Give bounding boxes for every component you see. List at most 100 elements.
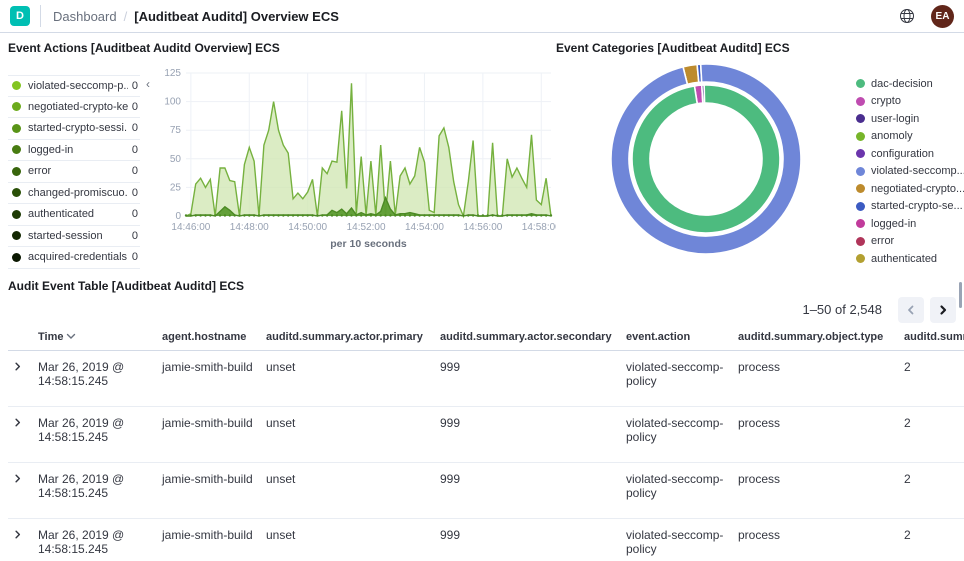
table-cell-action: violated-seccomp-policy	[622, 518, 734, 561]
row-expand-button[interactable]	[12, 472, 23, 487]
series-marker-dot	[491, 214, 494, 217]
legend-item[interactable]: authenticated 0	[8, 204, 140, 226]
table-header-event-action[interactable]: event.action	[622, 326, 734, 351]
table-cell-time: Mar 26, 2019 @ 14:58:15.245	[34, 350, 158, 407]
event-actions-area-chart[interactable]: 0 25 50 75 100 125 14:46:00 14:48:00 14:50:00 14:…	[156, 63, 556, 255]
legend-color-dot	[856, 184, 865, 194]
table-header-auditd-summary-actor-primary[interactable]: auditd.summary.actor.primary	[262, 326, 436, 351]
legend-item[interactable]: violated-seccomp-p... 0	[8, 75, 140, 97]
series-marker-dot	[428, 214, 431, 217]
table-header-auditd-summary[interactable]: auditd.summary	[900, 326, 964, 351]
series-marker-dot	[457, 214, 460, 217]
series-marker-dot	[394, 214, 397, 217]
legend-item[interactable]: configuration	[856, 145, 964, 163]
legend-item[interactable]: dac-decision	[856, 75, 964, 93]
series-marker-dot	[374, 214, 377, 217]
legend-color-dot	[856, 149, 865, 159]
legend-item[interactable]: user-login	[856, 110, 964, 128]
breadcrumb-dashboard[interactable]: Dashboard	[53, 8, 117, 24]
table-scrollbar[interactable]	[959, 282, 962, 308]
dashboard-app-icon[interactable]: D	[10, 6, 30, 26]
series-marker-dot	[306, 214, 309, 217]
legend-color-dot	[856, 166, 865, 176]
legend-item[interactable]: started-crypto-se...	[856, 198, 964, 216]
table-cell-summary: 2	[900, 406, 964, 463]
series-marker-dot	[252, 214, 256, 217]
donut-slice-dac-decision[interactable]	[631, 84, 781, 234]
legend-item[interactable]: started-session 0	[8, 226, 140, 247]
legend-item[interactable]: crypto	[856, 93, 964, 111]
globe-icon[interactable]	[899, 8, 915, 24]
event-actions-legend: violated-seccomp-p... 0 negotiated-crypto-…	[8, 75, 140, 269]
legend-item-value: 0	[131, 186, 138, 199]
series-marker-dot	[549, 214, 553, 217]
table-header-auditd-summary-actor-secondary[interactable]: auditd.summary.actor.secondary	[436, 326, 622, 351]
series-marker-dot	[433, 214, 436, 217]
legend-item-value: 0	[131, 100, 138, 113]
user-avatar[interactable]: EA	[931, 4, 954, 28]
table-cell-object_type: process	[734, 406, 900, 463]
legend-color-dot	[12, 166, 21, 176]
series-marker-dot	[423, 214, 426, 217]
table-cell-action: violated-seccomp-policy	[622, 406, 734, 463]
series-marker-dot	[442, 214, 446, 217]
series-marker-dot	[287, 214, 290, 217]
legend-item[interactable]: authenticated	[856, 250, 964, 268]
legend-item[interactable]: error 0	[8, 161, 140, 183]
pagination-next-button[interactable]	[930, 296, 956, 323]
legend-collapse-icon[interactable]: ‹	[146, 77, 150, 91]
legend-item-label: started-session	[28, 229, 103, 242]
table-row: Mar 26, 2019 @ 14:58:15.245 jamie-smith-b…	[8, 518, 964, 561]
event-actions-panel: Event Actions [Auditbeat Auditd Overview…	[8, 41, 556, 269]
table-cell-object_type: process	[734, 518, 900, 561]
legend-item-value: 0	[131, 165, 138, 178]
table-header-time[interactable]: Time	[34, 326, 158, 351]
audit-event-table-panel: Audit Event Table [Auditbeat Auditd] ECS…	[0, 272, 964, 561]
legend-color-dot	[12, 123, 21, 133]
legend-item[interactable]: error	[856, 233, 964, 251]
legend-item-label: error	[871, 235, 895, 248]
legend-item-label: acquired-credentials	[28, 251, 128, 264]
legend-color-dot	[856, 236, 865, 246]
column-header-label: event.action	[626, 330, 691, 343]
legend-item[interactable]: negotiated-crypto-key 0	[8, 97, 140, 118]
table-cell-object_type: process	[734, 350, 900, 407]
legend-item[interactable]: started-crypto-sessi... 0	[8, 118, 140, 140]
legend-item[interactable]: anomoly	[856, 128, 964, 146]
area-series-event-actions-total	[186, 83, 551, 216]
legend-item[interactable]: violated-seccomp...	[856, 163, 964, 181]
legend-item[interactable]: acquired-credentials 0	[8, 247, 140, 269]
legend-item-label: negotiated-crypto-key	[28, 100, 128, 113]
row-expand-button[interactable]	[12, 416, 23, 431]
row-expand-button[interactable]	[12, 528, 23, 543]
column-header-label: auditd.summary.object.type	[738, 330, 884, 343]
series-marker-dot	[233, 214, 236, 217]
donut-slice-violated-seccomp-policy[interactable]	[610, 63, 802, 255]
table-header-agent-hostname[interactable]: agent.hostname	[158, 326, 262, 351]
legend-item[interactable]: logged-in	[856, 215, 964, 233]
series-marker-dot	[296, 214, 300, 217]
event-categories-legend: dac-decision crypto user-login anomoly confi…	[856, 59, 964, 268]
x-axis-tick-label: 14:58:00	[522, 222, 556, 233]
pagination-prev-button[interactable]	[898, 296, 924, 323]
breadcrumb-separator: /	[123, 8, 128, 24]
legend-color-dot	[856, 201, 865, 211]
column-header-label: Time	[38, 330, 64, 343]
x-axis-title: per 10 seconds	[330, 238, 407, 250]
legend-item[interactable]: negotiated-crypto...	[856, 180, 964, 198]
table-header-auditd-summary-object-type[interactable]: auditd.summary.object.type	[734, 326, 900, 351]
legend-item-value: 0	[131, 251, 138, 264]
legend-item[interactable]: logged-in 0	[8, 140, 140, 161]
legend-item-label: anomoly	[871, 130, 913, 143]
series-marker-dot	[544, 214, 548, 217]
series-marker-dot	[525, 214, 528, 217]
event-categories-donut-chart[interactable]	[608, 59, 804, 255]
series-marker-dot	[325, 214, 329, 217]
audit-event-table: Time agent.hostname auditd.summary.actor.p…	[8, 326, 964, 561]
legend-item-label: changed-promiscuo...	[28, 186, 128, 199]
row-expand-button[interactable]	[12, 360, 23, 375]
table-cell-time: Mar 26, 2019 @ 14:58:15.245	[34, 406, 158, 463]
legend-color-dot	[856, 96, 865, 106]
series-marker-dot	[321, 214, 324, 217]
legend-item[interactable]: changed-promiscuo... 0	[8, 183, 140, 204]
